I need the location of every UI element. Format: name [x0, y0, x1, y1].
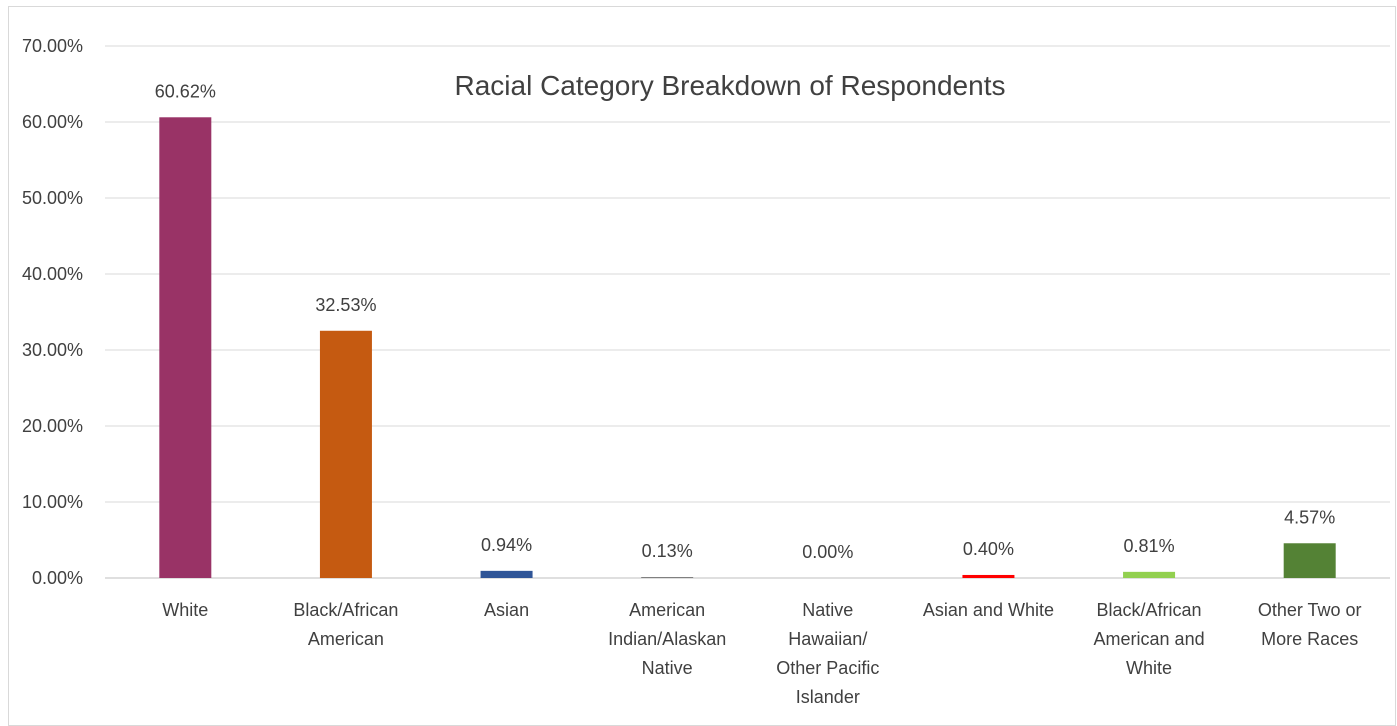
x-axis: White Black/African American Asian American I…	[162, 600, 1361, 707]
y-tick-label: 60.00%	[22, 112, 83, 132]
x-tick-label: Black/African American and White	[1094, 600, 1205, 678]
data-label: 4.57%	[1284, 507, 1335, 527]
data-label: 0.13%	[642, 541, 693, 561]
bars	[159, 117, 1336, 579]
data-label: 0.94%	[481, 535, 532, 555]
y-tick-label: 50.00%	[22, 188, 83, 208]
gridlines	[105, 45, 1390, 579]
bar	[480, 570, 533, 578]
data-label: 0.81%	[1124, 536, 1175, 556]
chart-title: Racial Category Breakdown of Respondents	[455, 70, 1006, 101]
bar	[641, 577, 694, 578]
y-tick-label: 10.00%	[22, 492, 83, 512]
bar-chart: 0.00% 10.00% 20.00% 30.00% 40.00% 50.00% 60.00…	[22, 36, 1390, 707]
x-tick-label: Asian	[484, 600, 529, 620]
y-tick-label: 30.00%	[22, 340, 83, 360]
x-tick-label: Native Hawaiian/Other Pacific Islander	[776, 600, 879, 707]
x-tick-label: White	[162, 600, 208, 620]
y-tick-label: 20.00%	[22, 416, 83, 436]
y-tick-label: 70.00%	[22, 36, 83, 56]
x-tick-label: Other Two or More Races	[1258, 600, 1362, 649]
bar	[1123, 571, 1176, 578]
data-label: 32.53%	[315, 295, 376, 315]
x-tick-label: Black/African American	[293, 600, 398, 649]
data-label: 0.40%	[963, 539, 1014, 559]
bar	[1283, 543, 1336, 578]
x-tick-label: American Indian/Alaskan Native	[608, 600, 726, 678]
bar	[159, 117, 212, 579]
data-label: 0.00%	[802, 542, 853, 562]
y-tick-label: 0.00%	[32, 568, 83, 588]
bar	[962, 574, 1015, 578]
data-label: 60.62%	[155, 81, 216, 101]
x-tick-label: Asian and White	[923, 600, 1054, 620]
y-axis: 0.00% 10.00% 20.00% 30.00% 40.00% 50.00% 60.00…	[22, 36, 83, 588]
data-labels: 60.62% 32.53% 0.94% 0.13% 0.00% 0.40% 0.81% 4.5…	[155, 81, 1335, 562]
y-tick-label: 40.00%	[22, 264, 83, 284]
bar	[319, 330, 372, 578]
